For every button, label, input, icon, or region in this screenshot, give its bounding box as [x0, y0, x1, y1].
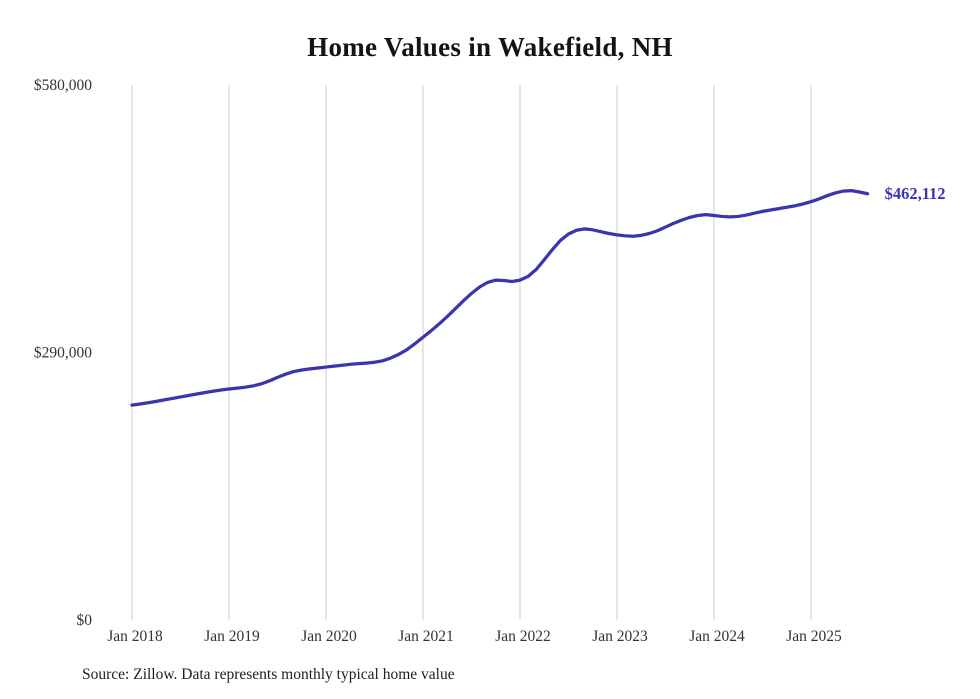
x-axis-label: Jan 2018: [107, 628, 163, 645]
x-axis-label: Jan 2019: [204, 628, 260, 645]
source-note: Source: Zillow. Data represents monthly …: [82, 666, 455, 683]
home-value-line: [130, 188, 870, 407]
x-axis-label: Jan 2021: [398, 628, 454, 645]
y-axis-label: $0: [77, 612, 93, 629]
y-axis-label: $580,000: [34, 77, 92, 94]
x-axis-label: Jan 2023: [592, 628, 648, 645]
x-axis-label: Jan 2025: [786, 628, 842, 645]
current-value-label: $462,112: [885, 184, 946, 203]
x-axis-label: Jan 2020: [301, 628, 357, 645]
x-axis-label: Jan 2024: [689, 628, 745, 645]
x-axis-label: Jan 2022: [495, 628, 551, 645]
y-axis-label: $290,000: [34, 345, 92, 362]
chart-title: Home Values in Wakefield, NH: [307, 32, 673, 62]
